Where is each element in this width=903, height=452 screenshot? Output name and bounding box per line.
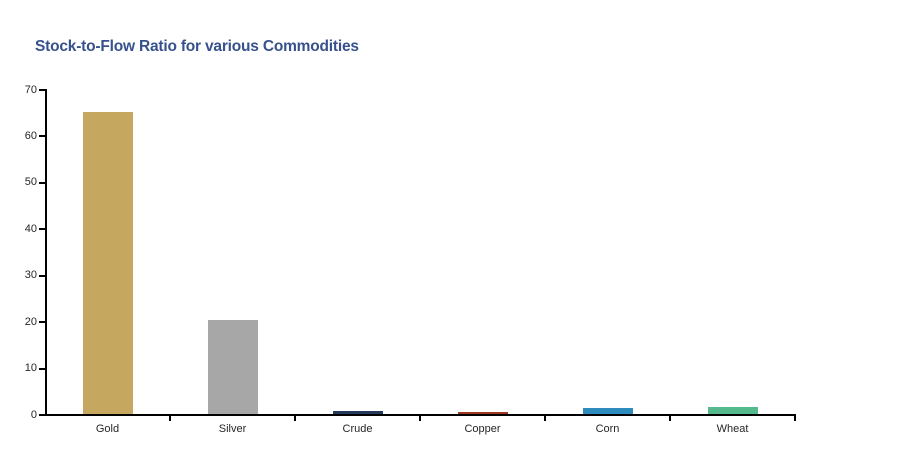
bar-copper <box>457 412 508 414</box>
bar-wheat <box>707 406 758 414</box>
y-axis-tick-label: 20 <box>24 315 37 328</box>
y-axis-tick <box>39 89 45 91</box>
x-label-corn: Corn <box>595 423 620 435</box>
x-axis-tick <box>294 416 296 421</box>
x-axis-line <box>45 414 796 416</box>
x-axis-tick <box>544 416 546 421</box>
y-axis-tick <box>39 367 45 370</box>
x-axis-tick <box>669 416 671 421</box>
x-label-gold: Gold <box>95 423 120 435</box>
bar-crude <box>332 411 383 414</box>
y-axis-tick-label: 60 <box>24 129 37 142</box>
y-axis-tick-label: 10 <box>24 362 37 375</box>
y-axis-tick <box>39 135 45 138</box>
y-axis-tick-label: 0 <box>30 408 37 421</box>
chart-title: Stock-to-Flow Ratio for various Commodit… <box>35 38 359 55</box>
y-axis-line <box>45 89 47 416</box>
x-axis-tick <box>794 416 796 421</box>
bar-gold <box>82 112 133 414</box>
x-label-copper: Copper <box>464 423 501 435</box>
y-axis-tick-label: 50 <box>24 176 37 189</box>
y-axis-tick <box>39 228 45 231</box>
y-axis-tick <box>39 321 45 324</box>
bar-silver <box>207 319 258 414</box>
y-axis-tick-label: 30 <box>24 269 37 282</box>
bar-corn <box>582 407 633 414</box>
y-axis-tick <box>39 181 45 184</box>
x-axis-tick <box>419 416 421 421</box>
y-axis-tick-label: 40 <box>24 222 37 235</box>
x-label-silver: Silver <box>218 423 247 435</box>
x-axis-tick <box>169 416 171 421</box>
x-label-wheat: Wheat <box>716 423 749 435</box>
x-label-crude: Crude <box>342 423 373 435</box>
y-axis-tick <box>39 274 45 277</box>
y-axis-tick-label: 70 <box>24 83 37 96</box>
y-axis-tick <box>39 414 45 416</box>
